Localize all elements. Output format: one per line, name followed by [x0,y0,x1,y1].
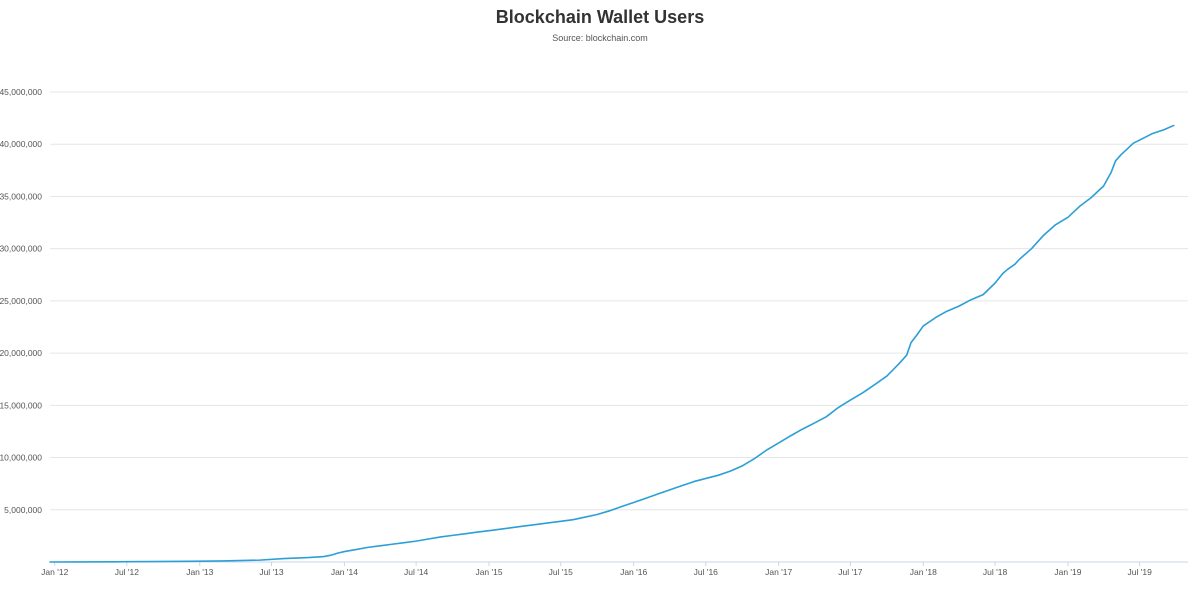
y-tick-label: 35,000,000 [0,191,42,201]
x-tick-label: Jul '14 [404,567,429,577]
x-tick-label: Jan '12 [41,567,68,577]
x-tick-label: Jan '17 [765,567,792,577]
chart-title: Blockchain Wallet Users [495,7,705,27]
x-tick-label: Jan '15 [475,567,502,577]
x-tick-label: Jan '14 [331,567,358,577]
y-axis-tick-labels: 5,000,000 10,000,000 15,000,000 20,000,000 2… [0,87,42,515]
x-tick-label: Jan '19 [1054,567,1081,577]
x-tick-label: Jul '12 [115,567,140,577]
y-tick-label: 30,000,000 [0,244,42,254]
x-tick-label: Jul '17 [838,567,863,577]
y-tick-label: 20,000,000 [0,348,42,358]
gridlines [50,91,1188,511]
y-tick-label: 25,000,000 [0,296,42,306]
series-layer [49,124,1175,563]
x-tick-label: Jan '16 [620,567,647,577]
x-tick-label: Jul '18 [983,567,1008,577]
x-tick-label: Jan '18 [910,567,937,577]
chart-subtitle: Source: blockchain.com [552,33,648,43]
x-tick-label: Jul '15 [549,567,574,577]
x-tick-label: Jul '13 [259,567,284,577]
series-line [49,124,1175,563]
x-tick-label: Jul '16 [694,567,719,577]
x-tick-label: Jan '13 [186,567,213,577]
x-axis-tick-labels: Jan '12 Jul '12 Jan '13 Jul '13 Jan '14 Jul '… [41,562,1152,577]
y-tick-label: 15,000,000 [0,400,42,410]
y-tick-label: 40,000,000 [0,139,42,149]
x-tick-label: Jul '19 [1128,567,1153,577]
y-tick-label: 10,000,000 [0,453,42,463]
y-tick-label: 45,000,000 [0,87,42,97]
y-tick-label: 5,000,000 [4,505,42,515]
